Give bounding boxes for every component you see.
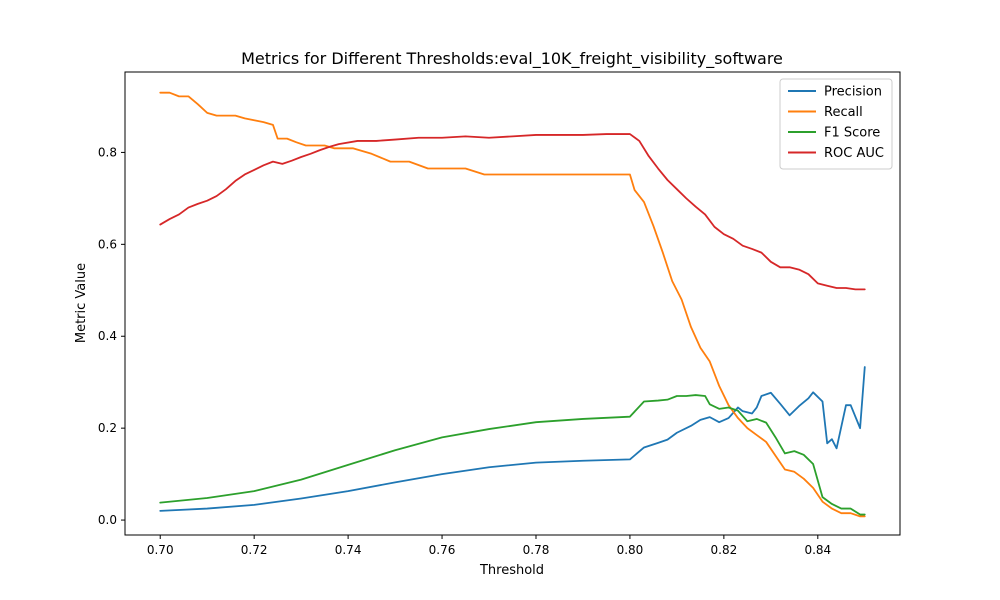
x-tick-label: 0.82 [711, 543, 738, 557]
x-tick-label: 0.70 [147, 543, 174, 557]
y-axis-label: Metric Value [74, 263, 89, 343]
series-line-precision [159, 366, 866, 512]
x-tick-label: 0.72 [241, 543, 268, 557]
x-tick-label: 0.78 [523, 543, 550, 557]
plot-background [125, 72, 900, 535]
legend: Precision Recall F1 Score ROC AUC [779, 78, 893, 170]
legend-label: F1 Score [824, 126, 880, 141]
x-tick-label: 0.74 [335, 543, 362, 557]
legend-box [779, 78, 893, 170]
chart-title: Metrics for Different Thresholds:eval_10… [241, 49, 783, 69]
y-tick-label: 0.8 [98, 145, 117, 159]
x-axis: 0.70 0.72 0.74 0.76 0.78 0.80 0.82 0.84 [147, 535, 831, 557]
y-tick-label: 0.6 [98, 237, 117, 251]
y-tick-label: 0.0 [98, 513, 117, 527]
plot-area [124, 71, 901, 536]
legend-label: Precision [824, 85, 882, 100]
series-line-recall [159, 91, 866, 518]
series-line-roc-auc [159, 133, 866, 291]
x-tick-label: 0.76 [429, 543, 456, 557]
y-axis: 0.0 0.2 0.4 0.6 0.8 [98, 145, 125, 527]
x-tick-label: 0.84 [804, 543, 831, 557]
series-line-f1-score [159, 394, 866, 516]
y-tick-label: 0.2 [98, 421, 117, 435]
plot-frame [124, 71, 901, 536]
x-axis-label: Threshold [479, 563, 544, 578]
legend-label: Recall [824, 105, 863, 120]
legend-label: ROC AUC [824, 146, 884, 161]
x-tick-label: 0.80 [617, 543, 644, 557]
y-tick-label: 0.4 [98, 329, 117, 343]
